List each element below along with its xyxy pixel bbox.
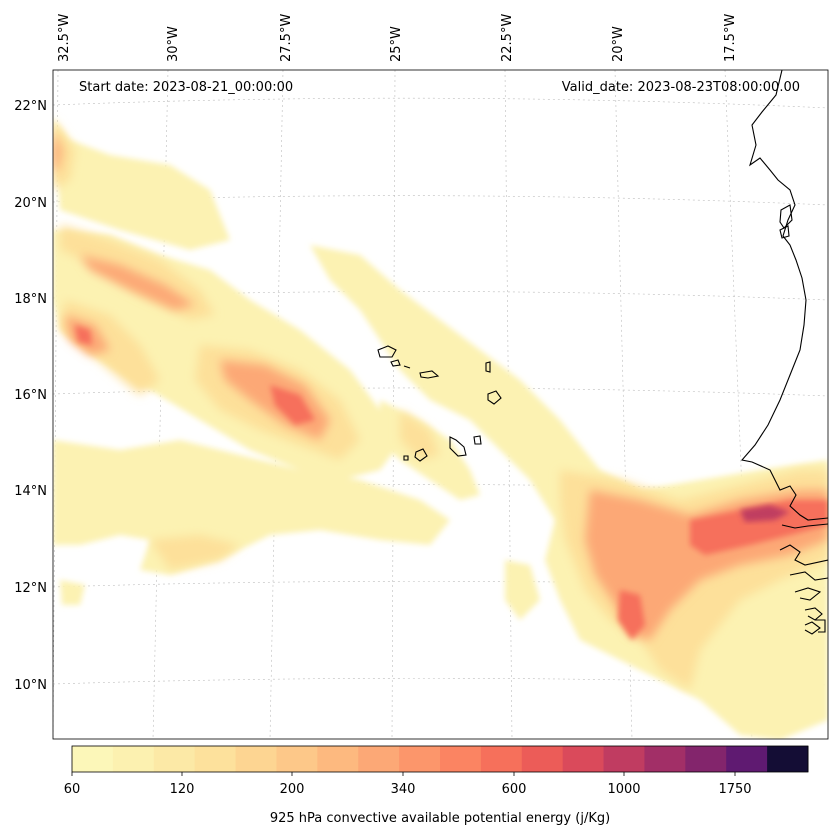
colorbar-title: 925 hPa convective available potential e… <box>270 811 610 826</box>
island-fogo <box>414 448 428 462</box>
island-brava <box>403 455 409 461</box>
map-frame <box>52 69 829 740</box>
coastlines <box>377 70 828 635</box>
colorbar-tick-label: 1750 <box>718 782 751 797</box>
colorbar-swatch <box>644 746 686 772</box>
colorbar-swatch <box>440 746 482 772</box>
lat-label: 16°N <box>14 388 47 403</box>
colorbar-frame <box>71 745 809 773</box>
lon-label: 20°W <box>611 26 626 62</box>
colorbar-swatch <box>562 746 605 772</box>
colorbar-tick-label: 340 <box>391 782 416 797</box>
map-area <box>52 69 829 740</box>
colorbar-tick-label: 200 <box>280 782 305 797</box>
lat-label: 14°N <box>14 484 47 499</box>
colorbar-swatch <box>767 746 809 772</box>
colorbar-swatch <box>112 746 155 772</box>
colorbar-swatch <box>72 746 114 772</box>
island-maio <box>473 435 482 445</box>
africa-coastline <box>740 70 828 635</box>
lon-label: 22.5°W <box>500 14 515 62</box>
cape-field <box>53 118 828 739</box>
lon-label: 25°W <box>389 26 404 62</box>
colorbar-tick-label: 600 <box>502 782 527 797</box>
colorbar-swatches <box>72 746 809 772</box>
colorbar-swatch <box>358 746 400 772</box>
colorbar-swatch <box>685 746 727 772</box>
cape-peak-band <box>75 325 828 640</box>
colorbar-swatch <box>276 746 318 772</box>
lat-label: 20°N <box>14 196 47 211</box>
colorbar-swatch <box>521 746 564 772</box>
lon-label: 17.5°W <box>723 14 738 62</box>
island-sao-nicolau <box>419 370 440 379</box>
lat-label: 22°N <box>14 99 47 114</box>
colorbar-tick-label: 1000 <box>607 782 640 797</box>
colorbar-swatch <box>153 746 196 772</box>
cape-max-band <box>740 505 790 522</box>
lat-label: 10°N <box>14 678 47 693</box>
colorbar-tick-label: 60 <box>64 782 81 797</box>
island-santiago <box>449 436 467 457</box>
colorbar-swatch <box>317 746 359 772</box>
start-date-label: Start date: 2023-08-21_00:00:00 <box>79 80 293 95</box>
island-santa-luzia <box>403 365 411 369</box>
valid-date-label: Valid_date: 2023-08-23T08:00:00.00 <box>562 80 800 95</box>
colorbar-swatch <box>726 746 768 772</box>
latitude-labels: 22°N 20°N 18°N 16°N 14°N 12°N 10°N <box>14 99 47 693</box>
african-headland <box>779 204 793 229</box>
lon-label: 32.5°W <box>57 14 72 62</box>
african-islet <box>779 225 790 239</box>
colorbar-swatch <box>194 746 237 772</box>
island-boa-vista <box>487 390 502 405</box>
island-santo-antao <box>377 345 397 358</box>
colorbar-tick-label: 120 <box>170 782 195 797</box>
lon-label: 30°W <box>166 26 181 62</box>
colorbar-swatch <box>235 746 277 772</box>
lat-label: 12°N <box>14 581 47 596</box>
colorbar: 60 120 200 340 600 1000 1750 925 hPa con… <box>64 745 809 826</box>
colorbar-ticks <box>71 772 736 776</box>
island-sal <box>485 361 491 373</box>
lon-label: 27.5°W <box>279 14 294 62</box>
longitude-labels: 32.5°W 30°W 27.5°W 25°W 22.5°W 20°W 17.5… <box>57 14 738 62</box>
colorbar-swatch <box>480 746 523 772</box>
lat-label: 18°N <box>14 292 47 307</box>
colorbar-swatch <box>603 746 645 772</box>
island-sao-vicente <box>390 359 401 367</box>
colorbar-swatch <box>399 746 441 772</box>
